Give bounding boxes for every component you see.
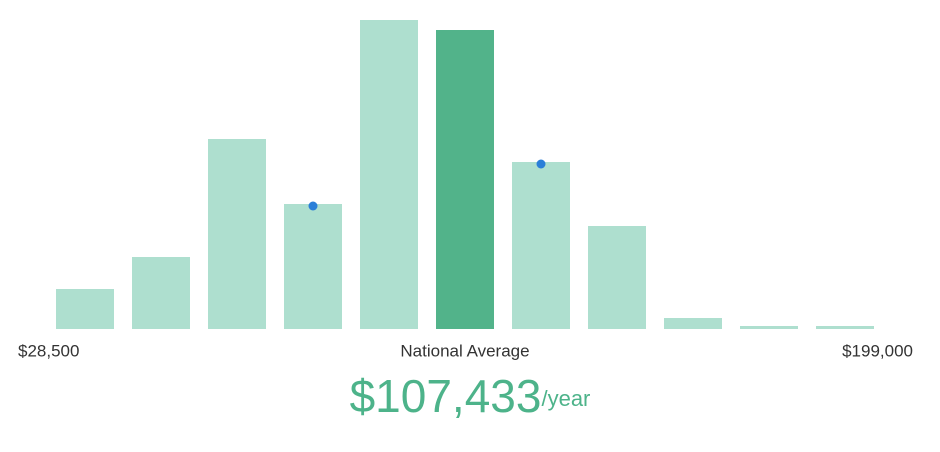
bar (284, 204, 342, 329)
bar (664, 318, 722, 329)
x-tick-label: $28,500 (18, 341, 79, 360)
bar (740, 326, 798, 329)
bar (512, 162, 570, 329)
bar (360, 20, 418, 329)
bar (588, 226, 646, 329)
bar (56, 289, 114, 329)
bar (132, 257, 190, 329)
bar (208, 139, 266, 329)
average-label: National Average (400, 341, 529, 360)
marker-dot (536, 159, 546, 169)
marker-dot (308, 201, 318, 211)
bar (436, 30, 494, 329)
x-tick-label: $199,000 (842, 341, 913, 360)
average-unit: /year (541, 386, 590, 411)
bar (816, 326, 874, 329)
average-value: $107,433/year (350, 370, 591, 422)
average-amount: $107,433 (350, 370, 542, 422)
